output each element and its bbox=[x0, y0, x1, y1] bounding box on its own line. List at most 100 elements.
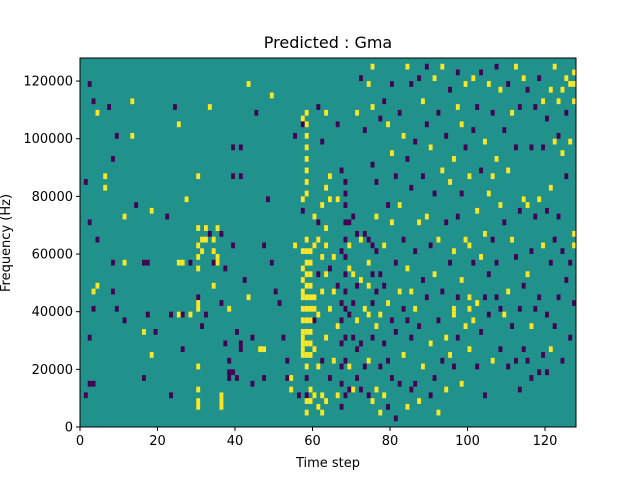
heatmap-cell bbox=[514, 144, 518, 151]
heatmap-cell bbox=[560, 150, 565, 157]
heatmap-cell bbox=[424, 63, 429, 70]
heatmap-cell bbox=[556, 132, 561, 139]
heatmap-cell bbox=[374, 213, 379, 220]
heatmap-cell bbox=[328, 265, 332, 272]
heatmap-cell bbox=[444, 386, 449, 393]
heatmap-cell bbox=[122, 317, 127, 324]
heatmap-cell bbox=[541, 242, 545, 249]
y-tick-label: 60000 bbox=[32, 248, 73, 263]
heatmap-cell bbox=[393, 173, 398, 180]
heatmap-cell bbox=[459, 277, 464, 283]
heatmap-cell bbox=[502, 127, 507, 133]
heatmap-cell bbox=[211, 282, 216, 289]
heatmap-cell bbox=[343, 219, 348, 226]
heatmap-cell bbox=[304, 328, 309, 335]
heatmap-cell bbox=[347, 363, 352, 370]
heatmap-cell bbox=[537, 196, 542, 203]
heatmap-cell bbox=[378, 363, 383, 370]
heatmap-cell bbox=[548, 184, 553, 191]
heatmap-cell bbox=[428, 392, 433, 399]
heatmap-cell bbox=[153, 328, 158, 335]
heatmap-cell bbox=[568, 138, 573, 145]
heatmap-cell bbox=[87, 380, 92, 387]
heatmap-cell bbox=[475, 207, 480, 214]
heatmap-cell bbox=[343, 305, 348, 312]
heatmap-cell bbox=[556, 294, 561, 301]
heatmap-cell bbox=[494, 63, 499, 70]
heatmap-cell bbox=[564, 277, 569, 283]
heatmap-cell bbox=[227, 375, 232, 381]
heatmap-cell bbox=[281, 334, 286, 341]
heatmap-cell bbox=[428, 242, 433, 249]
x-tick-label: 0 bbox=[76, 434, 84, 449]
heatmap-cell bbox=[475, 363, 480, 370]
heatmap-cell bbox=[308, 248, 313, 255]
heatmap-cell bbox=[455, 69, 460, 76]
heatmap-cell bbox=[262, 375, 266, 381]
heatmap-cell bbox=[304, 236, 309, 243]
heatmap-cell bbox=[521, 196, 526, 203]
heatmap-cell bbox=[324, 184, 328, 191]
heatmap-cell bbox=[196, 242, 201, 249]
heatmap-cell bbox=[111, 156, 115, 162]
heatmap-cell bbox=[452, 305, 456, 312]
heatmap-cell bbox=[390, 150, 394, 157]
heatmap-cell bbox=[308, 282, 313, 289]
heatmap-cell bbox=[514, 63, 518, 70]
heatmap-cell bbox=[289, 375, 294, 381]
heatmap-cell bbox=[231, 242, 235, 249]
x-tick-label: 20 bbox=[149, 434, 166, 449]
heatmap-cell bbox=[95, 109, 100, 116]
heatmap-cell bbox=[169, 392, 173, 399]
heatmap-cell bbox=[490, 109, 495, 116]
heatmap-cell bbox=[343, 392, 348, 399]
heatmap-cell bbox=[525, 357, 530, 364]
heatmap-cell bbox=[401, 305, 406, 312]
heatmap-cell bbox=[130, 132, 135, 139]
heatmap-cell bbox=[300, 265, 305, 272]
heatmap-cell bbox=[397, 380, 402, 387]
heatmap-cell bbox=[514, 254, 518, 260]
heatmap-cell bbox=[401, 236, 406, 243]
heatmap-cell bbox=[545, 115, 549, 122]
heatmap-cell bbox=[355, 230, 359, 237]
y-tick-label: 0 bbox=[65, 421, 73, 436]
heatmap-cell bbox=[432, 375, 437, 381]
heatmap-cell bbox=[304, 179, 309, 185]
heatmap-cell bbox=[552, 236, 557, 243]
heatmap-cell bbox=[316, 271, 321, 278]
heatmap-cell bbox=[304, 109, 309, 116]
heatmap-cell bbox=[382, 340, 387, 347]
heatmap-cell bbox=[238, 346, 243, 353]
heatmap-cell bbox=[521, 75, 526, 82]
heatmap-cell bbox=[343, 357, 348, 364]
heatmap-cell bbox=[490, 357, 495, 364]
heatmap-cell bbox=[312, 317, 317, 324]
heatmap-cell bbox=[382, 392, 387, 399]
heatmap-cell bbox=[351, 300, 356, 306]
heatmap-cell bbox=[300, 305, 305, 312]
heatmap-cell bbox=[312, 346, 317, 353]
heatmap-cell bbox=[370, 161, 375, 168]
x-tick-label: 80 bbox=[382, 434, 399, 449]
heatmap-cell bbox=[548, 86, 553, 93]
heatmap-cell bbox=[517, 305, 522, 312]
heatmap-cell bbox=[343, 179, 348, 185]
heatmap-cell bbox=[219, 300, 224, 306]
heatmap-cell bbox=[378, 271, 383, 278]
plot-area bbox=[79, 57, 577, 428]
heatmap-cell bbox=[320, 202, 325, 208]
heatmap-cell bbox=[200, 236, 204, 243]
heatmap-cell bbox=[339, 363, 344, 370]
heatmap-cell bbox=[304, 340, 309, 347]
heatmap-cell bbox=[409, 184, 414, 191]
heatmap-cell bbox=[304, 190, 309, 197]
heatmap-cell bbox=[196, 363, 201, 370]
heatmap-cell bbox=[479, 69, 483, 76]
heatmap-cell bbox=[215, 254, 220, 260]
heatmap-cell bbox=[556, 98, 561, 105]
heatmap-cell bbox=[355, 282, 359, 289]
heatmap-cell bbox=[300, 207, 305, 214]
heatmap-cell bbox=[417, 398, 421, 404]
